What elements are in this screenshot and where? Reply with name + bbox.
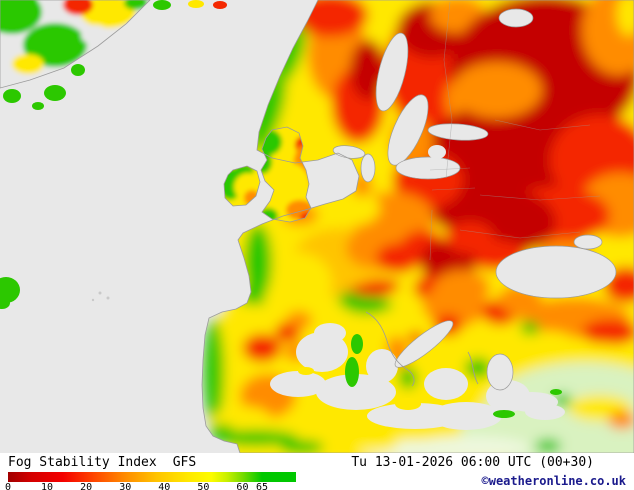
- sicily-island: [395, 398, 421, 410]
- legend-ticks: 0 10 20 30 40 50 60 65: [4, 482, 296, 490]
- legend-tick: 20: [80, 482, 93, 490]
- legend-tick: 10: [41, 482, 54, 490]
- caption-bar: Fog Stability Index GFS Tu 13-01-2026 06:…: [0, 453, 634, 490]
- map-title: Fog Stability Index GFS: [8, 455, 196, 470]
- sardinia-island: [345, 357, 359, 387]
- balearic-islands: [298, 367, 314, 375]
- gulf-of-bothnia: [375, 32, 409, 112]
- arctic-island-patches: [153, 0, 227, 10]
- coastlines: [0, 0, 634, 453]
- iceland-patches: [3, 64, 85, 110]
- mediterranean-sea: [270, 323, 565, 430]
- legend-tick: 0: [4, 482, 12, 490]
- weather-map: [0, 0, 634, 453]
- south-baltic-sea: [395, 156, 461, 180]
- parameter-name: Fog Stability Index: [8, 455, 157, 470]
- sea-of-azov: [573, 234, 603, 250]
- cyprus-island: [550, 389, 562, 395]
- kattegat-sea: [360, 153, 376, 183]
- legend-tick: 50: [197, 482, 210, 490]
- legend-tick: 40: [158, 482, 171, 490]
- corsica-island: [351, 334, 363, 354]
- map-svg: [0, 0, 634, 453]
- white-sea: [498, 8, 534, 28]
- adriatic-sea: [394, 320, 454, 368]
- color-scale-bar: [8, 472, 296, 482]
- legend-tick: 30: [119, 482, 132, 490]
- black-sea: [495, 245, 617, 299]
- tyrrhenian-sea: [366, 349, 398, 383]
- gulf-of-finland: [427, 123, 489, 141]
- legend-tick: 60: [236, 482, 249, 490]
- crete-island: [493, 410, 515, 418]
- color-scale: 0 10 20 30 40 50 60 65: [4, 472, 296, 490]
- islands: [0, 0, 562, 418]
- azores-islets: [91, 291, 110, 302]
- credit-link[interactable]: ©weatheronline.co.uk: [481, 474, 627, 488]
- legend-tick: 65: [255, 482, 269, 490]
- valid-time: Tu 13-01-2026 06:00 UTC (00+30): [351, 455, 594, 470]
- greece-coastline: [467, 351, 479, 385]
- baltic-sea: [387, 94, 429, 166]
- model-name: GFS: [172, 455, 197, 470]
- gulf-of-riga: [428, 145, 446, 159]
- stability-field-eurasia: [204, 0, 634, 453]
- italy-coastline: [365, 311, 415, 387]
- aegean-sea: [486, 353, 514, 391]
- atlantic-edge-patch: [0, 277, 20, 309]
- seas: [270, 8, 617, 430]
- country-borders: [429, 1, 601, 261]
